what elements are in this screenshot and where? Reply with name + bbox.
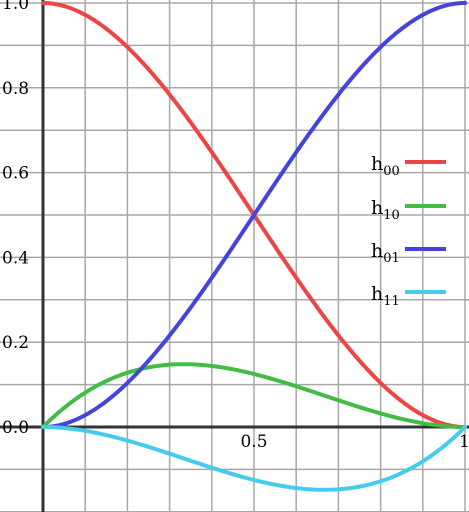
legend-label: h00 — [371, 153, 400, 179]
legend-label: h01 — [371, 240, 400, 266]
legend: h00 h10 h01 h11 — [371, 153, 446, 309]
legend-entry-h10: h10 — [371, 197, 446, 223]
series-curves — [41, 1, 467, 492]
tick-labels: 0.0 0.2 0.4 0.6 0.8 1.0 0.5 1 — [2, 0, 469, 452]
legend-label: h10 — [371, 197, 400, 223]
y-tick-label: 0.2 — [2, 333, 29, 353]
legend-entry-h00: h00 — [371, 153, 446, 179]
legend-entry-h11: h11 — [371, 283, 446, 309]
x-tick-label: 1 — [459, 432, 469, 452]
y-tick-label: 0.0 — [2, 418, 29, 438]
y-tick-label: 0.4 — [2, 248, 29, 268]
y-tick-label: 0.6 — [2, 164, 29, 184]
x-tick-label: 0.5 — [240, 432, 267, 452]
series-line-h10 — [41, 362, 467, 429]
y-tick-label: 0.8 — [2, 79, 29, 99]
legend-entry-h01: h01 — [371, 240, 446, 266]
y-tick-label: 1.0 — [2, 0, 29, 14]
series-line-h11 — [41, 425, 467, 492]
series-line-h01 — [41, 1, 467, 429]
legend-label: h11 — [371, 283, 400, 309]
